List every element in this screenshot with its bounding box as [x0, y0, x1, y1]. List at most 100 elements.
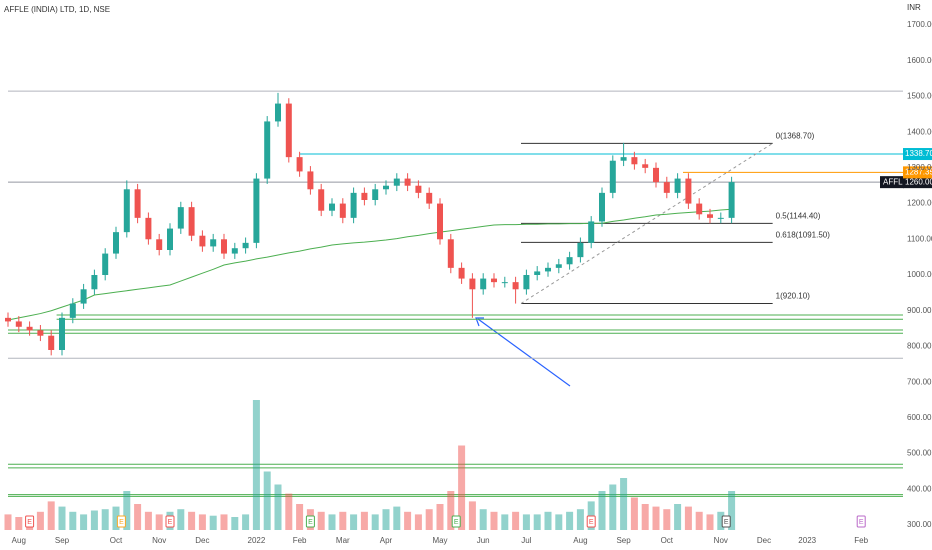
volume-bar — [566, 511, 574, 530]
candle-body — [469, 278, 476, 290]
x-tick-label: Dec — [757, 536, 771, 545]
candle-body — [123, 189, 130, 233]
volume-bar — [652, 506, 660, 530]
volume-bar — [80, 514, 88, 530]
volume-bar — [576, 509, 584, 530]
volume-bar — [706, 514, 714, 530]
volume-bar — [544, 511, 552, 530]
volume-bar — [47, 501, 55, 530]
candle-body — [728, 182, 735, 218]
candle-body — [253, 178, 260, 243]
volume-bar — [58, 506, 66, 530]
volume-bar — [328, 514, 336, 530]
candle-body — [566, 257, 573, 265]
y-tick-label: 1000.00 — [907, 270, 932, 279]
candle-body — [5, 317, 11, 322]
volume-bar — [317, 511, 325, 530]
volume-bar — [414, 514, 422, 530]
volume-bar — [252, 400, 260, 530]
volume-bar — [393, 506, 401, 530]
volume-bar — [177, 509, 185, 530]
candle-body — [696, 203, 703, 215]
x-tick-label: Feb — [293, 536, 307, 545]
candle-body — [447, 239, 454, 268]
volume-bar — [598, 491, 606, 530]
candle-body — [653, 167, 659, 183]
x-tick-label: Jun — [477, 536, 490, 545]
volume-bar — [15, 517, 23, 530]
fib-label: 0(1368.70) — [776, 131, 815, 140]
candle-body — [329, 203, 335, 211]
volume-bar — [209, 515, 217, 530]
x-tick-label: 2023 — [798, 536, 816, 545]
candle-body — [113, 232, 119, 254]
volume-bar — [674, 504, 682, 530]
x-tick-label: Aug — [12, 536, 26, 545]
fib-label: 0.5(1144.40) — [776, 212, 821, 221]
candle-body — [231, 248, 238, 254]
y-tick-label: 1600.00 — [907, 56, 932, 65]
event-marker — [586, 515, 596, 528]
x-tick-label: Sep — [55, 536, 70, 545]
y-tick-label: 800.00 — [907, 342, 932, 351]
event-marker — [451, 515, 461, 528]
candle-body — [296, 157, 303, 172]
price-tag-label: 1287.35 — [905, 167, 932, 176]
candle-body — [501, 282, 508, 284]
y-tick-label: 700.00 — [907, 377, 932, 386]
volume-bar — [90, 510, 98, 530]
x-tick-label: Mar — [336, 536, 350, 545]
candle-body — [609, 160, 616, 193]
moving-average — [7, 208, 732, 321]
candle-body — [145, 217, 152, 240]
event-marker — [25, 515, 35, 528]
volume-bar — [155, 514, 163, 530]
volume-bar — [447, 491, 455, 530]
volume-bar — [490, 511, 498, 530]
y-tick-label: 900.00 — [907, 306, 932, 315]
volume-bar — [479, 509, 487, 530]
candle-body — [318, 189, 325, 211]
candle-body — [717, 217, 724, 219]
x-tick-label: Nov — [714, 536, 728, 545]
candle-body — [383, 185, 389, 190]
price-tag-label: 1338.70 — [905, 149, 932, 158]
candle-body — [372, 189, 379, 200]
y-tick-label: 1700.00 — [907, 20, 932, 29]
volume-bar — [4, 514, 12, 530]
event-label: E — [724, 519, 729, 526]
volume-bar — [263, 471, 271, 530]
candle-body — [339, 203, 346, 218]
volume-bar — [436, 504, 444, 530]
volume-bar — [522, 514, 530, 530]
volume-bar — [630, 497, 638, 530]
candle-body — [642, 164, 649, 168]
candle-body — [588, 221, 595, 243]
volume-bar — [684, 506, 692, 530]
volume-bar — [339, 511, 347, 530]
volume-bar — [285, 493, 293, 530]
volume-bar — [609, 484, 617, 530]
candle-body — [15, 321, 22, 327]
chart-title: AFFLE (INDIA) LTD, 1D, NSE — [4, 5, 110, 14]
volume-bar — [663, 509, 671, 530]
event-label: E — [308, 519, 313, 526]
arrow-head — [475, 317, 484, 327]
event-marker — [116, 515, 126, 528]
volume-bar — [144, 511, 152, 530]
volume-bar — [134, 504, 142, 530]
candle-body — [48, 335, 55, 350]
candle-body — [674, 178, 681, 193]
volume-bar — [296, 504, 304, 530]
candle-body — [361, 192, 368, 200]
x-tick-label: Apr — [380, 536, 393, 545]
x-tick-label: Feb — [854, 536, 868, 545]
price-tag — [903, 176, 932, 189]
symbol-tag — [880, 176, 904, 189]
candle-body — [91, 275, 98, 290]
volume-bar — [69, 511, 77, 530]
volume-bar — [533, 514, 541, 530]
y-tick-label: 600.00 — [907, 413, 932, 422]
candle-body — [275, 103, 281, 122]
volume-bar — [123, 491, 131, 530]
